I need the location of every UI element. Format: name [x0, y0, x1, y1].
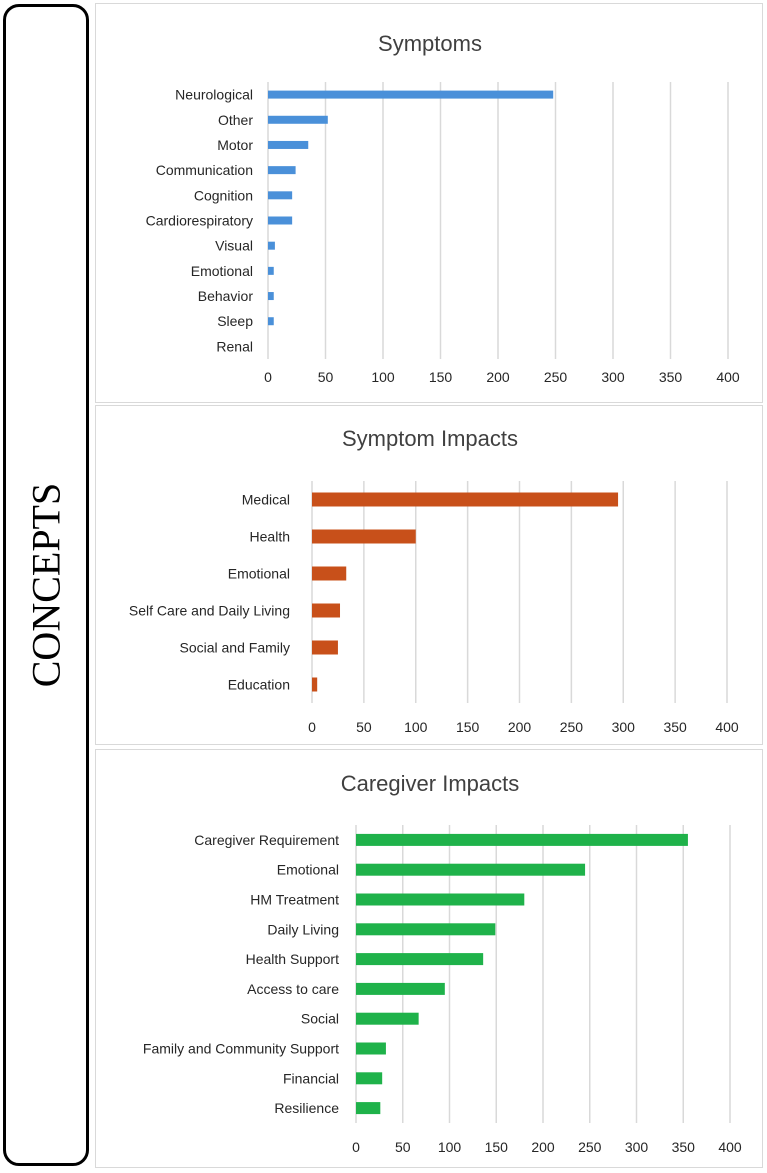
symptoms-bar — [268, 216, 293, 225]
symptoms-category-label: Renal — [216, 338, 253, 354]
symptoms-bar — [268, 140, 309, 149]
symptom-impacts-bar — [312, 677, 318, 692]
symptom-impacts-tick-label: 100 — [404, 719, 428, 735]
symptom-impacts-category-label: Emotional — [228, 566, 290, 582]
symptom-impacts-bar — [312, 566, 347, 581]
caregiver-impacts-category-label: Family and Community Support — [143, 1041, 339, 1057]
caregiver-impacts-category-label: Social — [301, 1011, 339, 1027]
symptom-impacts-category-label: Education — [228, 677, 290, 693]
symptoms-tick-label: 50 — [318, 369, 334, 385]
symptom-impacts-tick-label: 350 — [663, 719, 687, 735]
symptoms-category-label: Cardiorespiratory — [146, 213, 253, 229]
caregiver-impacts-chart-title: Caregiver Impacts — [341, 771, 520, 796]
symptoms-tick-label: 300 — [601, 369, 625, 385]
caregiver-impacts-category-label: Access to care — [247, 981, 339, 997]
symptom-impacts-tick-label: 400 — [715, 719, 739, 735]
caregiver-impacts-bar — [356, 1012, 419, 1025]
symptoms-category-label: Behavior — [198, 288, 254, 304]
caregiver-impacts-tick-label: 50 — [395, 1139, 411, 1155]
caregiver-impacts-tick-label: 100 — [438, 1139, 462, 1155]
symptoms-bar — [268, 241, 275, 250]
symptom-impacts-bar — [312, 529, 416, 544]
symptoms-bar — [268, 292, 274, 301]
caregiver-impacts-tick-label: 300 — [625, 1139, 649, 1155]
symptom-impacts-tick-label: 50 — [356, 719, 372, 735]
caregiver-impacts-bar — [356, 1072, 383, 1085]
caregiver-impacts-chart-panel: Caregiver Impacts 0 50 100 150 200 250 300 350 40… — [95, 749, 763, 1168]
symptoms-tick-label: 0 — [264, 369, 272, 385]
symptoms-bar — [268, 191, 293, 200]
symptom-impacts-category-label: Self Care and Daily Living — [129, 603, 290, 619]
caregiver-impacts-bar — [356, 833, 688, 846]
symptom-impacts-category-label: Medical — [242, 492, 290, 508]
caregiver-impacts-tick-label: 0 — [352, 1139, 360, 1155]
symptom-impacts-bar — [312, 603, 341, 618]
caregiver-impacts-category-label: Health Support — [246, 951, 340, 967]
caregiver-impacts-category-label: Resilience — [274, 1100, 339, 1116]
symptoms-tick-label: 250 — [544, 369, 568, 385]
caregiver-impacts-category-label: Caregiver Requirement — [194, 832, 339, 848]
caregiver-impacts-chart: Caregiver Impacts 0 50 100 150 200 250 300 350 40… — [143, 771, 742, 1155]
symptoms-bar — [268, 266, 274, 275]
symptom-impacts-tick-label: 200 — [508, 719, 532, 735]
caregiver-impacts-bar — [356, 893, 525, 906]
symptoms-category-label: Motor — [217, 137, 253, 153]
symptoms-category-label: Cognition — [194, 187, 253, 203]
symptoms-chart-panel: Symptoms 0 50 100 150 200 250 300 350 400 Neurolog… — [95, 3, 763, 403]
caregiver-impacts-tick-label: 200 — [531, 1139, 555, 1155]
symptoms-tick-label: 350 — [659, 369, 683, 385]
caregiver-impacts-bar — [356, 982, 445, 995]
caregiver-impacts-category-label: Daily Living — [267, 921, 339, 937]
symptom-impacts-tick-label: 150 — [456, 719, 480, 735]
symptoms-bar — [268, 166, 296, 175]
caregiver-impacts-category-label: Emotional — [277, 862, 339, 878]
symptoms-tick-label: 150 — [429, 369, 453, 385]
symptom-impacts-category-label: Health — [250, 529, 290, 545]
caregiver-impacts-category-label: Financial — [283, 1070, 339, 1086]
symptoms-tick-label: 200 — [486, 369, 510, 385]
concepts-label: CONCEPTS — [23, 482, 69, 688]
symptoms-tick-label: 100 — [371, 369, 395, 385]
caregiver-impacts-category-label: HM Treatment — [250, 892, 339, 908]
symptoms-category-label: Communication — [156, 162, 253, 178]
symptoms-chart: Symptoms 0 50 100 150 200 250 300 350 400 Neurolog… — [146, 31, 740, 385]
symptom-impacts-tick-label: 0 — [308, 719, 316, 735]
symptom-impacts-chart: Symptom Impacts 0 50 100 150 200 250 300 350 400 M… — [129, 426, 739, 735]
symptom-impacts-bar — [312, 640, 338, 655]
symptom-impacts-bar — [312, 492, 619, 507]
caregiver-impacts-bar — [356, 953, 484, 966]
caregiver-impacts-tick-label: 350 — [672, 1139, 696, 1155]
caregiver-impacts-bar — [356, 923, 496, 936]
symptom-impacts-chart-panel: Symptom Impacts 0 50 100 150 200 250 300 350 400 M… — [95, 405, 763, 745]
symptom-impacts-chart-title: Symptom Impacts — [342, 426, 518, 451]
caregiver-impacts-bar — [356, 863, 586, 876]
symptoms-category-label: Visual — [215, 238, 253, 254]
symptoms-bar — [268, 317, 274, 326]
caregiver-impacts-bar — [356, 1102, 381, 1115]
symptom-impacts-tick-label: 300 — [612, 719, 636, 735]
concepts-side-panel: CONCEPTS — [3, 4, 89, 1166]
symptoms-tick-label: 400 — [716, 369, 740, 385]
symptoms-category-label: Other — [218, 112, 253, 128]
symptom-impacts-category-label: Social and Family — [180, 640, 291, 656]
caregiver-impacts-tick-label: 150 — [485, 1139, 509, 1155]
symptom-impacts-tick-label: 250 — [560, 719, 584, 735]
symptoms-bar — [268, 115, 328, 124]
symptoms-bar — [268, 90, 554, 99]
symptoms-chart-title: Symptoms — [378, 31, 482, 56]
caregiver-impacts-bar — [356, 1042, 386, 1055]
caregiver-impacts-tick-label: 250 — [578, 1139, 602, 1155]
symptoms-category-label: Neurological — [175, 87, 253, 103]
symptoms-category-label: Emotional — [191, 263, 253, 279]
caregiver-impacts-tick-label: 400 — [718, 1139, 742, 1155]
symptoms-category-label: Sleep — [217, 313, 253, 329]
